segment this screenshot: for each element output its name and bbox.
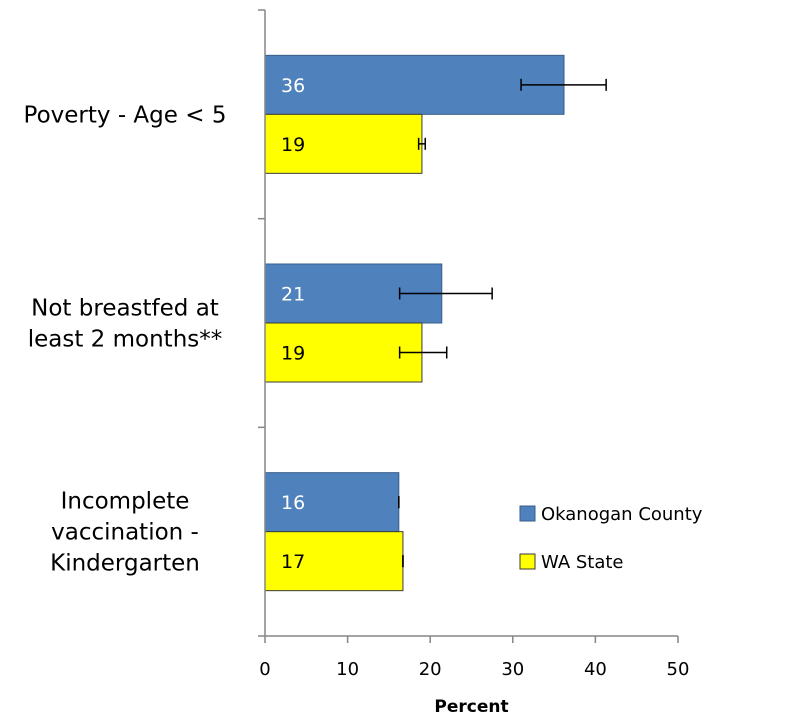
value-label-wa-state-0: 19 [281,134,305,156]
bars-layer [264,54,565,592]
category-label-line: Poverty - Age < 5 [24,102,227,128]
legend-swatch-wa-state [519,553,536,570]
value-label-wa-state-1: 19 [281,343,305,365]
y-ticks-layer [258,9,265,637]
category-label-line: least 2 months** [28,327,223,353]
category-labels-layer: Poverty - Age < 5 Not breastfed at least 2… [24,102,227,576]
category-label-1: Not breastfed at least 2 months** [28,296,223,353]
x-tick-label: 40 [584,659,607,680]
x-tick-label: 30 [501,659,524,680]
x-tick-label: 0 [259,659,270,680]
bar-wa-state-1 [264,322,423,383]
axes-layer [264,10,678,637]
category-label-line: vaccination - [51,520,199,546]
value-label-okanogan-county-2: 16 [281,492,305,514]
value-label-wa-state-2: 17 [281,551,305,573]
value-label-okanogan-county-1: 21 [281,284,305,306]
value-label-okanogan-county-0: 36 [281,75,305,97]
legend-label-wa-state: WA State [541,552,624,573]
bar-okanogan-county-2 [264,472,400,533]
category-label-0: Poverty - Age < 5 [24,102,227,128]
category-label-line: Kindergarten [50,551,200,577]
x-ticks-layer: 0 10 20 30 40 50 [259,636,689,680]
x-axis-title: Percent [434,697,508,717]
error-bar-wa-state-1 [398,346,448,359]
legend: Okanogan County WA State [519,504,703,573]
legend-swatch-okanogan-county [519,505,536,522]
error-bars-layer [398,78,607,568]
error-bar-okanogan-county-1 [398,287,493,300]
x-tick-label: 50 [667,659,690,680]
bar-wa-state-2 [264,531,404,592]
category-label-line: Not breastfed at [31,296,219,322]
value-labels-layer: 36 19 21 19 16 17 [281,75,305,573]
error-bar-okanogan-county-0 [520,78,607,91]
category-label-line: Incomplete [61,489,190,515]
x-tick-label: 20 [419,659,442,680]
bar-okanogan-county-0 [264,54,565,115]
category-label-2: Incomplete vaccination - Kindergarten [50,489,200,577]
error-bar-wa-state-0 [417,137,426,150]
x-tick-label: 10 [336,659,359,680]
legend-label-okanogan-county: Okanogan County [541,504,703,525]
bar-wa-state-0 [264,113,423,174]
